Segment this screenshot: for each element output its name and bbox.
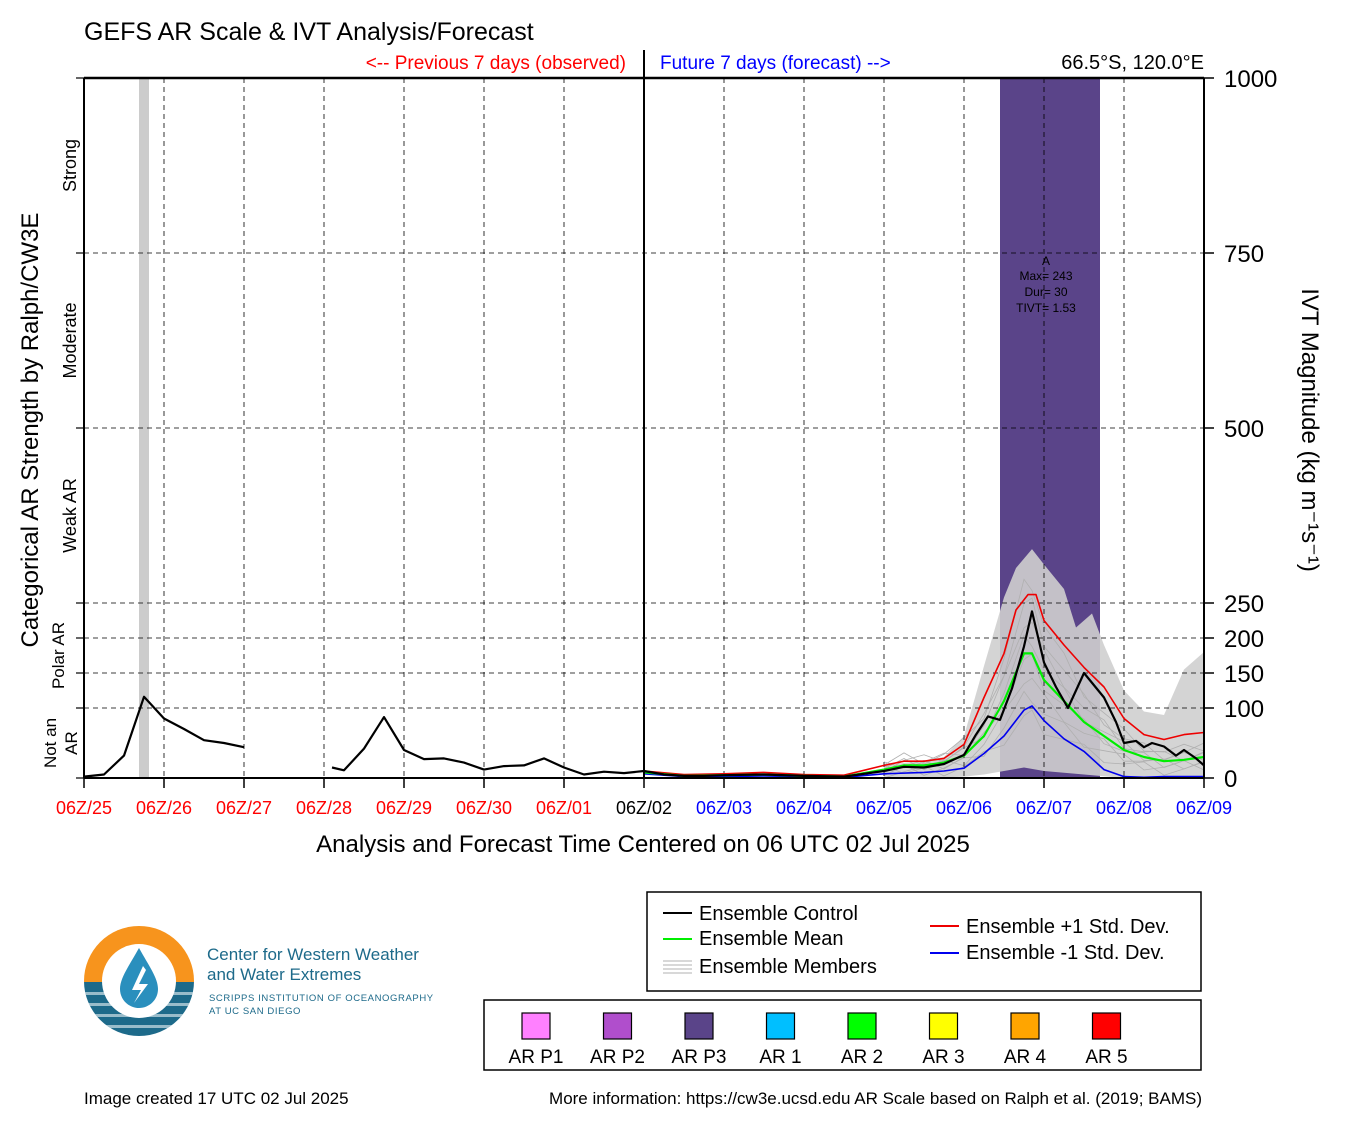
x-axis-title: Analysis and Forecast Time Centered on 0… (316, 831, 970, 858)
ensemble-member-line (883, 709, 1205, 779)
ar-annotation-dur: Dur= 30 (1024, 285, 1067, 299)
ar-annotation-max: Max= 243 (1019, 269, 1072, 283)
legend-category-label: AR P1 (509, 1047, 564, 1068)
logo-line1: Center for Western Weather (207, 945, 419, 964)
x-tick-label: 06Z/27 (216, 798, 272, 818)
legend-lines-box (646, 891, 1202, 992)
x-tick-label: 06Z/06 (936, 798, 992, 818)
category-label: Moderate (60, 302, 80, 378)
ensemble-member-line (883, 677, 1205, 774)
cw3e-logo: Center for Western Weather and Water Ext… (84, 926, 434, 1036)
legend-category-swatch (521, 1012, 551, 1040)
footer-created: Image created 17 UTC 02 Jul 2025 (84, 1089, 349, 1108)
x-tick-label: 06Z/29 (376, 798, 432, 818)
legend-category-swatch (1010, 1012, 1040, 1040)
footer-info: More information: https://cw3e.ucsd.edu … (549, 1089, 1202, 1108)
x-tick-label: 06Z/08 (1096, 798, 1152, 818)
ar-p3-member-strip (1000, 772, 1052, 778)
legend-category-label: AR 5 (1085, 1047, 1127, 1068)
category-label: Polar AR (49, 622, 68, 689)
legend-category-swatch (602, 1012, 633, 1040)
y-axis-left-title: Categorical AR Strength by Ralph/CW3E (17, 213, 44, 648)
x-tick-label: 06Z/09 (1176, 798, 1232, 818)
category-label: AR (62, 731, 81, 755)
ensemble-member-line (883, 690, 1205, 776)
previous-period-label: <-- Previous 7 days (observed) (366, 53, 626, 74)
logo-line2: and Water Extremes (207, 965, 361, 984)
legend-mean-label: Ensemble Mean (699, 928, 844, 950)
logo-line3: SCRIPPS INSTITUTION OF OCEANOGRAPHY (209, 993, 434, 1004)
legend-category-label: AR 3 (922, 1047, 964, 1068)
legend-category-label: AR 4 (1004, 1047, 1047, 1068)
series-line-0 (331, 610, 1205, 778)
y-tick-label: 750 (1224, 241, 1264, 268)
x-tick-label: 06Z/04 (776, 798, 832, 818)
legend-members-swatch (663, 960, 692, 974)
legend-category-label: AR P2 (590, 1047, 645, 1068)
chart-title: GEFS AR Scale & IVT Analysis/Forecast (84, 18, 534, 46)
legend-lines: Ensemble Control Ensemble Mean Ensemble … (646, 891, 1202, 992)
legend-category-swatch (847, 1012, 877, 1040)
legend-categories: AR P1 AR P2 AR P3 AR 1 AR 2 AR 3 AR 4 AR 5 (483, 999, 1202, 1071)
legend-category-swatch (684, 1012, 714, 1040)
location-label: 66.5°S, 120.0°E (1061, 52, 1204, 74)
ensemble-member-line (883, 653, 1205, 776)
series-lines (83, 593, 1205, 779)
legend-category-swatch (1091, 1012, 1122, 1040)
ar-annotation-label: A (1042, 254, 1050, 268)
x-tick-label: 06Z/01 (536, 798, 592, 818)
legend-category-swatch (928, 1012, 959, 1040)
y-tick-label: 250 (1224, 591, 1264, 618)
bolt-icon (132, 966, 148, 1003)
x-tick-label: 06Z/26 (136, 798, 192, 818)
y-tick-label: 0 (1224, 766, 1237, 793)
x-tick-label: 06Z/30 (456, 798, 512, 818)
legend-members-label: Ensemble Members (699, 956, 877, 978)
category-labels: Not an AR Polar AR Weak AR Moderate Strong (41, 139, 81, 768)
legend-category-label: AR P3 (672, 1047, 727, 1068)
legend-plus-std-label: Ensemble +1 Std. Dev. (966, 916, 1170, 938)
ensemble-member-line (883, 578, 1205, 766)
x-tick-label: 06Z/05 (856, 798, 912, 818)
x-tick-label: 06Z/25 (56, 798, 112, 818)
y-tick-label: 150 (1224, 661, 1264, 688)
x-tick-label: 06Z/02 (616, 798, 672, 818)
y-tick-label: 500 (1224, 416, 1264, 443)
category-label: Strong (60, 139, 80, 192)
y-axis-right-title: IVT Magnitude (kg m⁻¹s⁻¹) (1296, 288, 1323, 572)
ar-annotation-tivt: TIVT= 1.53 (1016, 301, 1076, 315)
x-tick-label: 06Z/07 (1016, 798, 1072, 818)
y-tick-label: 1000 (1224, 66, 1277, 93)
legend-category-label: AR 1 (759, 1047, 801, 1068)
legend-control-label: Ensemble Control (699, 903, 858, 925)
legend-category-label: AR 2 (841, 1047, 883, 1068)
series-line-0 (83, 695, 245, 778)
x-tick-labels: 06Z/25 06Z/26 06Z/27 06Z/28 06Z/29 06Z/30 06Z/… (56, 778, 1232, 818)
logo-line4: AT UC SAN DIEGO (209, 1006, 301, 1017)
x-tick-label: 06Z/28 (296, 798, 352, 818)
legend-minus-std-label: Ensemble -1 Std. Dev. (966, 942, 1165, 964)
category-label: Weak AR (60, 478, 80, 553)
y-tick-label: 200 (1224, 626, 1264, 653)
analysis-marker-bar (139, 78, 149, 778)
y-tick-label: 100 (1224, 696, 1264, 723)
x-tick-label: 06Z/03 (696, 798, 752, 818)
series-line-2 (643, 593, 1205, 777)
legend-category-swatch (765, 1012, 796, 1040)
category-label: Not an (41, 718, 60, 768)
ar-annotation: A Max= 243 Dur= 30 TIVT= 1.53 (1016, 254, 1076, 315)
y-tick-labels: 0 100 150 200 250 500 750 1000 (76, 66, 1277, 793)
future-period-label: Future 7 days (forecast) --> (660, 53, 891, 74)
